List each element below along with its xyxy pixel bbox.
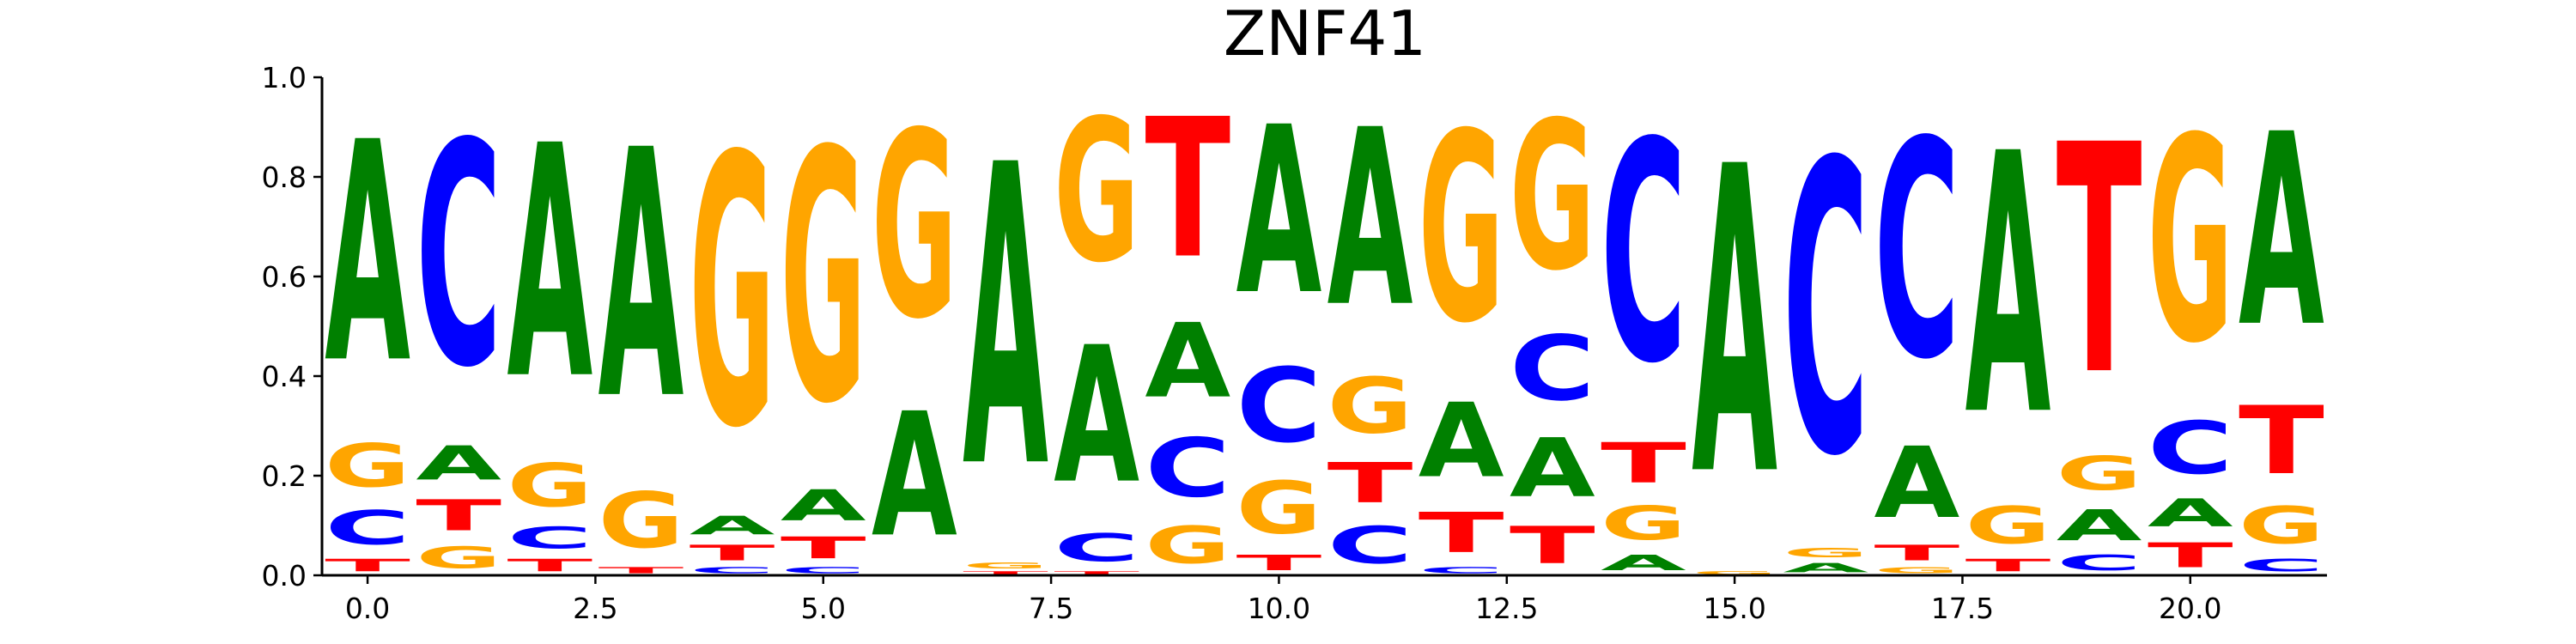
logo-letter-t-pos-12: T (1419, 501, 1504, 565)
logo-letter-c-pos-1: C (416, 77, 501, 434)
logo-letter-a-pos-18: A (1965, 78, 2052, 495)
logo-letter-g-pos-4: G (690, 78, 775, 509)
logo-letter-t-pos-3: T (598, 566, 684, 575)
logo-letter-a-pos-6: A (872, 378, 957, 575)
logo-letter-c-pos-13: C (1510, 317, 1595, 421)
logo-letter-g-pos-16: G (1783, 545, 1868, 560)
logo-letter-t-pos-13: T (1510, 516, 1595, 575)
logo-letter-g-pos-11: G (1327, 362, 1413, 452)
logo-letter-c-pos-2: C (507, 521, 592, 556)
logo-letter-c-pos-14: C (1601, 77, 1686, 429)
logo-letter-a-pos-3: A (598, 77, 685, 475)
x-tick-label: 20.0 (2159, 592, 2221, 625)
logo-letter-t-pos-20: T (2148, 536, 2233, 575)
axes: 0.0 0.2 0.4 0.6 0.8 1.0 0.0 2.5 5.0 7.5 10.0 12.5 15… (262, 61, 2327, 625)
x-tick-label: 12.5 (1475, 592, 1538, 625)
logo-letter-c-pos-21: C (2239, 556, 2324, 575)
y-tick-label: 0.4 (262, 360, 307, 393)
y-tick-label: 1.0 (262, 61, 307, 94)
logo-letter-c-pos-10: C (1236, 347, 1322, 466)
logo-letter-g-pos-20: G (2148, 79, 2233, 405)
x-tick-label: 0.0 (345, 592, 390, 625)
logo-letter-a-pos-11: A (1327, 77, 1413, 360)
logo-letter-c-pos-4: C (690, 565, 775, 575)
logo-letter-a-pos-21: A (2239, 77, 2324, 386)
logo-letter-a-pos-8: A (1054, 308, 1139, 526)
logo-letter-c-pos-9: C (1145, 421, 1230, 515)
logo-letter-a-pos-16: A (1783, 561, 1868, 575)
logo-letter-a-pos-13: A (1510, 421, 1595, 515)
logo-letter-c-pos-0: C (325, 501, 410, 556)
logo-letter-t-pos-5: T (781, 531, 866, 565)
y-tick-label: 0.6 (262, 260, 307, 294)
logo-letter-t-pos-8: T (1054, 570, 1139, 575)
logo-letter-a-pos-12: A (1419, 382, 1504, 501)
x-tick-label: 15.0 (1703, 592, 1765, 625)
logo-letter-t-pos-17: T (1874, 541, 1960, 566)
x-tick-label: 17.5 (1931, 592, 1994, 625)
logo-letter-g-pos-10: G (1236, 466, 1322, 550)
logo-letter-g-pos-5: G (781, 78, 866, 479)
logo-letter-g-pos-7: G (963, 561, 1048, 570)
logo-letter-a-pos-2: A (507, 78, 593, 450)
logo-letter-t-pos-9: T (1145, 79, 1230, 301)
logo-letter-t-pos-11: T (1327, 451, 1413, 515)
logo-letter-a-pos-0: A (325, 78, 411, 430)
logo-letter-g-pos-21: G (2239, 495, 2324, 556)
logo-letter-t-pos-7: T (963, 570, 1048, 575)
logo-letter-c-pos-11: C (1327, 516, 1413, 575)
x-tick-label: 10.0 (1248, 592, 1310, 625)
chart-title: ZNF41 (1224, 0, 1426, 70)
logo-letter-a-pos-1: A (416, 436, 501, 490)
logo-letter-t-pos-21: T (2239, 386, 2324, 495)
logo-letter-g-pos-15: G (1692, 570, 1777, 575)
logo-letter-t-pos-1: T (416, 491, 501, 541)
logo-letter-g-pos-9: G (1145, 515, 1230, 575)
logo-letter-a-pos-20: A (2148, 490, 2233, 535)
logo-letter-c-pos-5: C (781, 565, 866, 575)
y-tick-label: 0.0 (262, 559, 307, 592)
logo-letter-t-pos-4: T (690, 541, 775, 566)
logo-letter-t-pos-0: T (325, 556, 410, 575)
logo-letter-g-pos-13: G (1510, 78, 1595, 316)
logo-letter-a-pos-7: A (963, 79, 1049, 560)
logo-letter-a-pos-15: A (1692, 78, 1778, 569)
logo-letter-t-pos-19: T (2057, 78, 2143, 445)
logo-letter-a-pos-14: A (1601, 550, 1686, 575)
logo-letter-c-pos-12: C (1419, 565, 1504, 575)
logo-letter-a-pos-4: A (690, 511, 775, 541)
logo-letter-a-pos-5: A (781, 481, 866, 531)
logo-letter-t-pos-2: T (507, 556, 592, 575)
x-tick-label: 5.0 (801, 592, 846, 625)
logo-letter-g-pos-1: G (416, 541, 501, 575)
logo-letter-g-pos-8: G (1054, 78, 1139, 307)
logo-letter-c-pos-8: C (1054, 526, 1139, 570)
logo-letter-g-pos-14: G (1601, 496, 1686, 550)
logo-letter-a-pos-19: A (2057, 501, 2142, 550)
logo-letter-t-pos-18: T (1965, 556, 2051, 575)
logo-letter-g-pos-0: G (325, 432, 410, 501)
x-tick-label: 7.5 (1029, 592, 1073, 625)
logo-letter-a-pos-10: A (1236, 77, 1322, 345)
logo-letter-t-pos-14: T (1601, 431, 1686, 495)
logo-letter-g-pos-19: G (2057, 447, 2142, 501)
logo-letter-g-pos-12: G (1419, 79, 1504, 381)
logo-letter-a-pos-17: A (1874, 426, 1960, 540)
logo-letter-g-pos-6: G (872, 77, 957, 375)
logo-letter-c-pos-16: C (1783, 77, 1868, 544)
logo-letter-g-pos-3: G (598, 477, 684, 566)
x-tick-label: 2.5 (573, 592, 617, 625)
y-tick-label: 0.2 (262, 459, 307, 493)
logo-letter-g-pos-17: G (1874, 566, 1960, 575)
logo-letter-a-pos-9: A (1145, 302, 1230, 421)
y-tick-label: 0.8 (262, 161, 307, 194)
logo-letter-g-pos-18: G (1965, 495, 2051, 556)
logo-letter-g-pos-2: G (507, 452, 592, 521)
logo-letter-c-pos-19: C (2057, 550, 2142, 575)
logo-letter-t-pos-10: T (1236, 550, 1322, 575)
logo-letter-c-pos-17: C (1874, 78, 1960, 425)
logo-letter-c-pos-20: C (2148, 406, 2233, 490)
